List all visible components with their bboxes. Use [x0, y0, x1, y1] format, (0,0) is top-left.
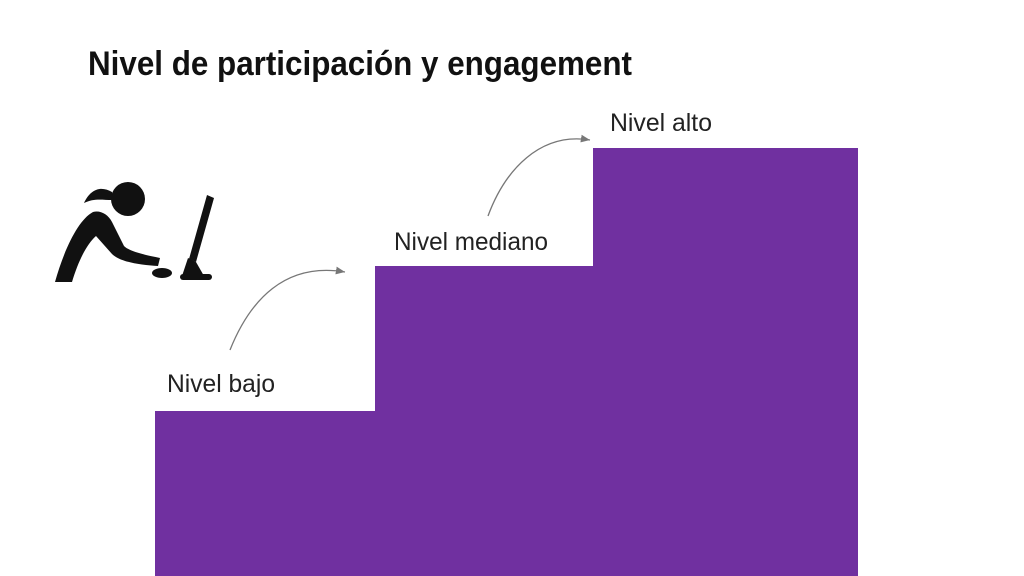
step-low [155, 411, 375, 576]
step-high [593, 148, 858, 576]
slide-title: Nivel de participación y engagement [88, 45, 632, 83]
arrow [229, 266, 346, 351]
step-medium [375, 266, 593, 576]
person-icon [55, 182, 214, 282]
level-label: Nivel mediano [394, 228, 548, 256]
arrow [487, 134, 591, 217]
level-label: Nivel alto [610, 109, 712, 137]
level-label: Nivel bajo [167, 370, 275, 398]
